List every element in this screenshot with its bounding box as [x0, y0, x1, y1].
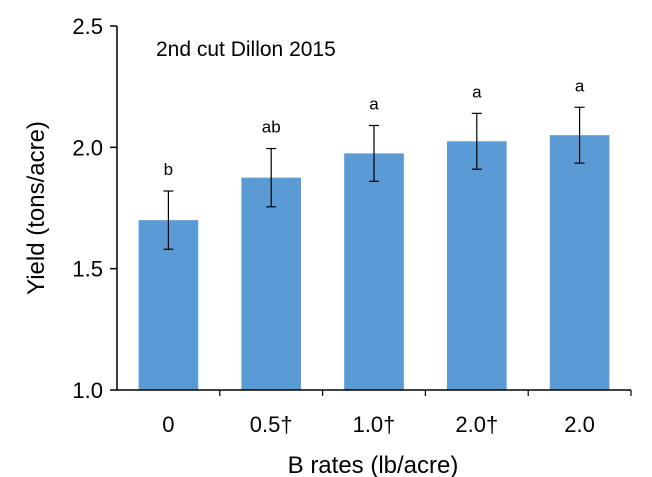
y-axis-title: Yield (tons/acre) — [23, 121, 50, 295]
bar — [241, 177, 302, 390]
x-tick-labels: 0 0.5† 1.0† 2.0† 2.0 — [162, 390, 632, 437]
x-tick-label: 1.0† — [353, 412, 396, 437]
significance-letter: a — [472, 82, 482, 101]
significance-letter: ab — [262, 118, 281, 137]
y-tick-label: 2.0 — [72, 135, 103, 160]
x-tick-label: 2.0† — [455, 412, 498, 437]
y-tick-label: 1.0 — [72, 378, 103, 403]
chart-title: 2nd cut Dillon 2015 — [156, 38, 336, 61]
error-bars — [163, 106, 585, 250]
bar — [549, 135, 610, 390]
x-tick-label: 0.5† — [250, 412, 293, 437]
bar — [446, 141, 507, 390]
axes — [116, 26, 631, 391]
y-tick-label: 2.5 — [72, 14, 103, 39]
significance-letters: b ab a a a — [164, 76, 585, 179]
bars — [138, 135, 610, 390]
y-ticks: 1.0 1.5 2.0 2.5 — [72, 14, 117, 403]
x-axis-title: B rates (lb/acre) — [288, 452, 459, 477]
x-tick-label: 0 — [162, 412, 174, 437]
significance-letter: a — [575, 76, 585, 95]
significance-letter: b — [164, 160, 173, 179]
x-tick-label: 2.0 — [564, 412, 595, 437]
bar — [344, 153, 404, 390]
significance-letter: a — [369, 94, 379, 113]
y-tick-label: 1.5 — [72, 257, 103, 282]
